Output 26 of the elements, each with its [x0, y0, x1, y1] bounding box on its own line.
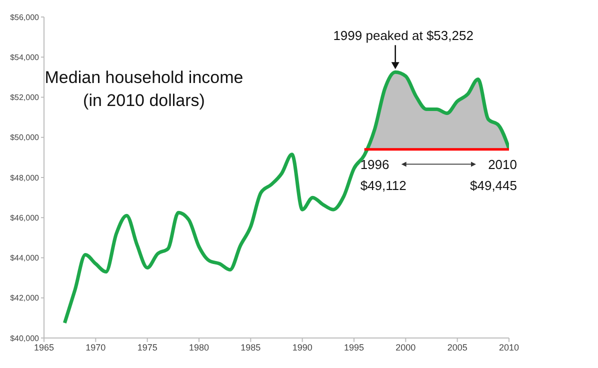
x-tick-label: 1965 [34, 342, 54, 352]
x-tick-label: 2010 [498, 342, 520, 352]
annotation: $49,445 [470, 178, 517, 194]
x-tick-label: 2005 [447, 342, 468, 352]
x-tick-label: 1985 [240, 342, 261, 352]
annotation: 1996 [360, 157, 390, 172]
annotation: $49,112 [360, 178, 406, 194]
y-tick-label: $48,000 [10, 173, 40, 182]
text: (in 2010 dollars) [83, 91, 205, 110]
y-tick-label: $50,000 [10, 133, 40, 142]
x-tick-label: 1975 [137, 342, 158, 352]
y-tick-label: $40,000 [10, 334, 40, 343]
y-tick-label: $54,000 [10, 52, 40, 62]
text: Median household income [44, 68, 244, 87]
x-tick-label: 2000 [396, 342, 416, 352]
y-tick-label: $56,000 [10, 12, 40, 22]
annotation: 1999 peaked at $53,252 [333, 28, 474, 44]
x-tick-label: 1980 [188, 342, 210, 352]
x-tick-label: 1970 [86, 342, 106, 352]
x-tick-label: 1995 [344, 342, 364, 352]
y-tick-label: $42,000 [10, 294, 40, 303]
x-tick-label: 1990 [292, 342, 312, 352]
y-tick-label: $44,000 [10, 254, 40, 263]
annotation: 2010 [488, 157, 517, 172]
y-tick-label: $46,000 [10, 213, 40, 222]
y-tick-label: $52,000 [10, 93, 40, 102]
